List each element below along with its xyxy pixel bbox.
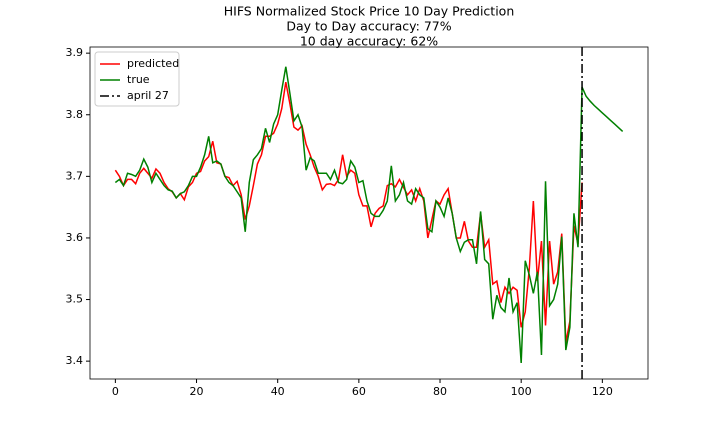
legend-label: predicted (127, 57, 179, 70)
data-line (114, 66, 624, 364)
y-tick-label: 3.8 (66, 108, 84, 121)
chart-subtitle: Day to Day accuracy: 77% (286, 19, 451, 34)
x-tick-label: 80 (433, 385, 447, 398)
y-tick-label: 3.7 (66, 169, 84, 182)
x-tick-label: 40 (271, 385, 285, 398)
y-tick-label: 3.5 (66, 293, 84, 306)
legend-label: april 27 (127, 89, 169, 102)
y-tick-label: 3.4 (66, 354, 84, 367)
legend-label: true (127, 73, 150, 86)
y-tick-label: 3.6 (66, 231, 84, 244)
y-tick-label: 3.9 (66, 46, 84, 59)
plot-frame (89, 46, 649, 380)
chart-title: HIFS Normalized Stock Price 10 Day Predi… (224, 4, 515, 19)
chart-subtitle: 10 day accuracy: 62% (300, 34, 438, 49)
x-tick-label: 20 (190, 385, 204, 398)
x-tick-label: 0 (112, 385, 119, 398)
x-tick-label: 60 (352, 385, 366, 398)
x-tick-label: 100 (511, 385, 532, 398)
x-tick-label: 120 (592, 385, 613, 398)
legend-box (94, 51, 180, 107)
